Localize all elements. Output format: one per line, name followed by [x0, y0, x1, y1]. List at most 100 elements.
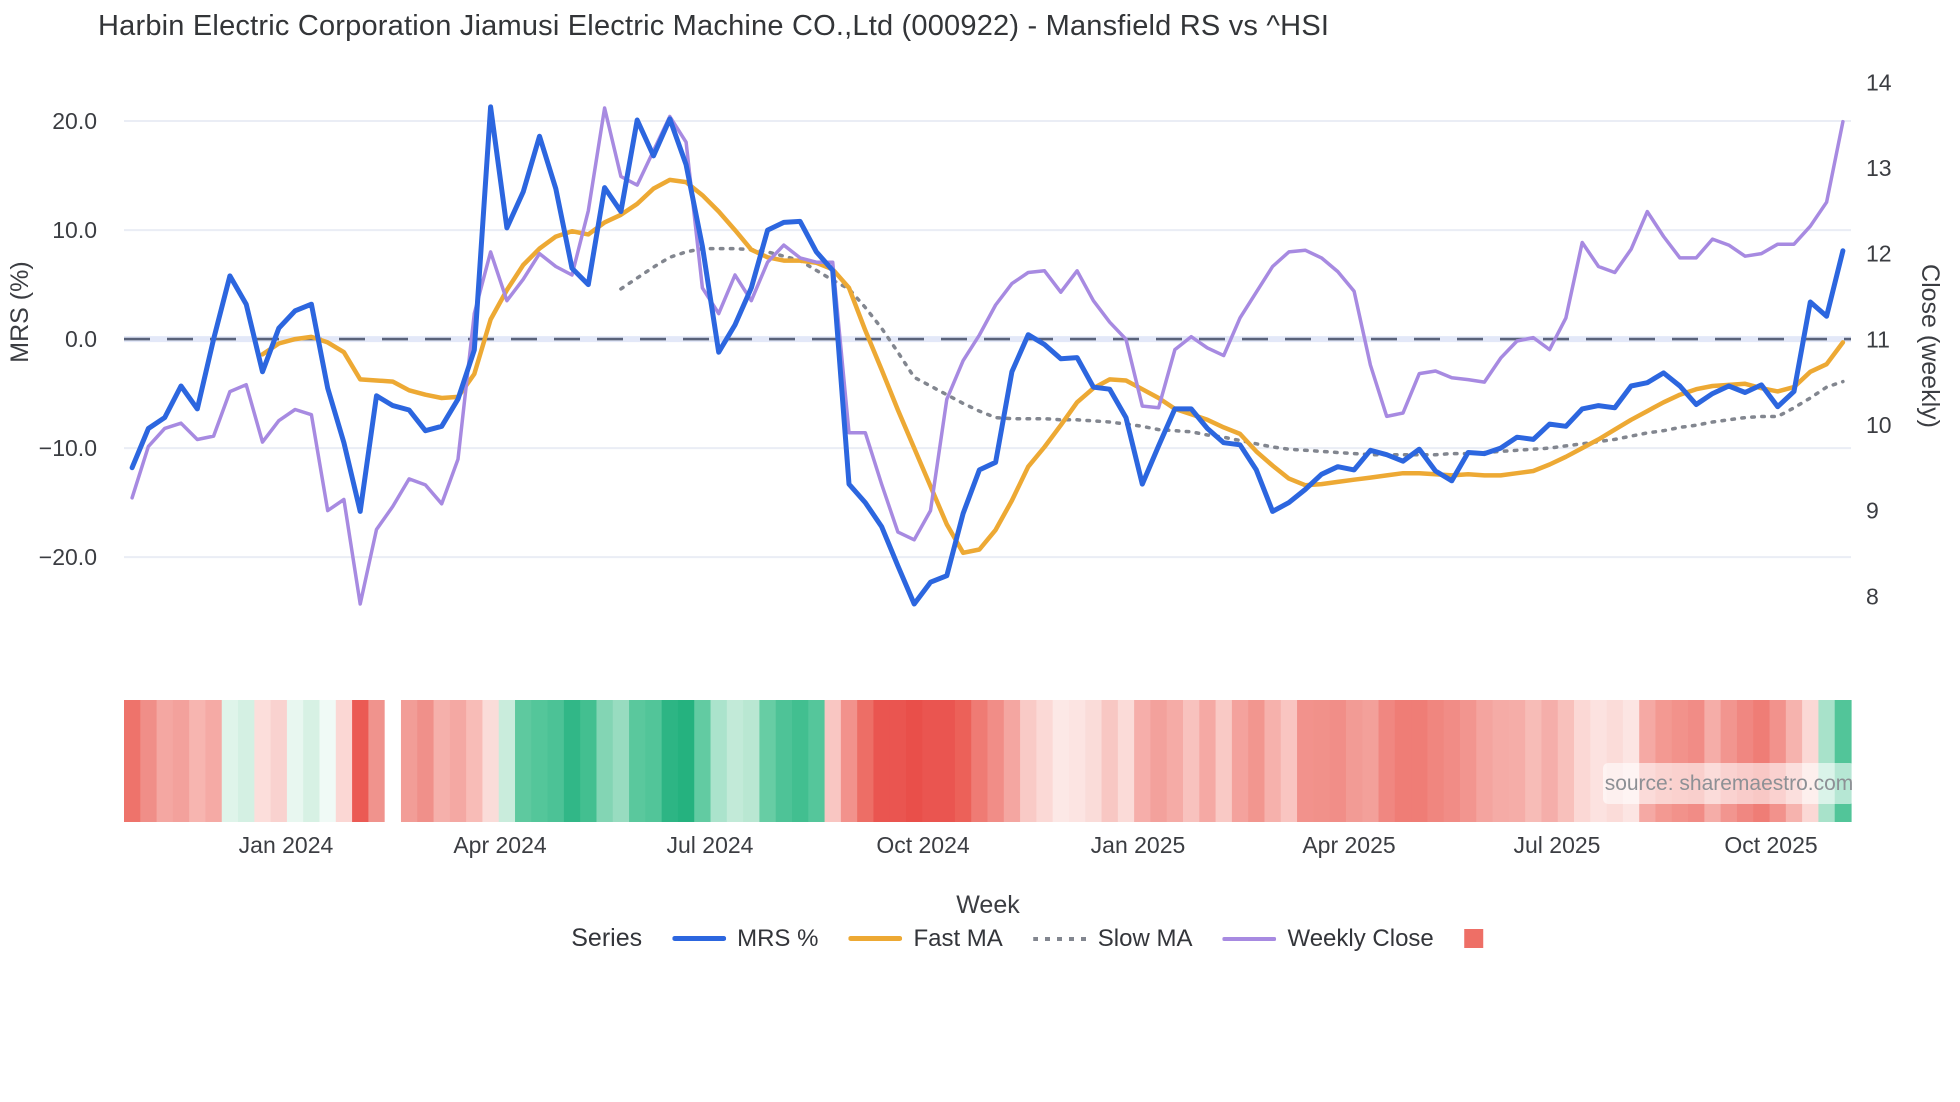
legend-item-label: Weekly Close — [1287, 924, 1434, 952]
heatmap-band — [971, 700, 989, 822]
weekly-close-line — [130, 106, 1845, 606]
heatmap-band — [466, 700, 484, 822]
heatmap-band — [661, 700, 679, 822]
heatmap-band — [433, 700, 451, 822]
heatmap-band — [286, 700, 304, 822]
legend-item-slow-ma[interactable]: Slow MA — [1032, 924, 1193, 953]
heatmap-band — [645, 700, 663, 822]
heatmap-band — [1052, 700, 1070, 822]
heatmap-band — [482, 700, 500, 822]
legend-item-fast-ma[interactable]: Fast MA — [848, 924, 1003, 953]
y-right-tick-label: 8 — [1866, 583, 1879, 609]
mrs-line-swatch-icon — [672, 936, 727, 941]
heatmap-band — [629, 700, 646, 822]
heatmap-band — [270, 700, 288, 822]
heatmap-band — [1280, 700, 1298, 822]
heatmap-band — [775, 700, 793, 822]
heatmap-swatch-icon — [1463, 929, 1483, 948]
heatmap-band — [759, 700, 777, 822]
legend-item-heatmap[interactable] — [1463, 929, 1483, 948]
heatmap-band — [303, 700, 321, 822]
heatmap-band — [140, 700, 158, 822]
heatmap-band — [449, 700, 467, 822]
heatmap-band — [205, 700, 223, 822]
heatmap-band — [156, 700, 174, 822]
chart-title: Harbin Electric Corporation Jiamusi Elec… — [98, 10, 1330, 42]
heatmap-band — [1362, 700, 1380, 822]
heatmap-band — [710, 700, 728, 822]
heatmap-band — [400, 700, 418, 822]
heatmap-band — [1574, 700, 1591, 822]
y-right-tick-label: 13 — [1866, 155, 1892, 181]
heatmap-band — [221, 700, 239, 822]
heatmap-band — [1508, 700, 1526, 822]
heatmap-band — [1492, 700, 1510, 822]
heatmap-band — [808, 700, 826, 822]
heatmap-band — [1003, 700, 1021, 822]
heatmap-band — [1134, 700, 1152, 822]
weekly-close-line-swatch-icon — [1222, 936, 1277, 941]
x-tick-label: Oct 2024 — [876, 832, 970, 858]
heatmap-band — [1231, 700, 1249, 822]
heatmap-band — [368, 700, 386, 822]
legend-item-mrs[interactable]: MRS % — [672, 925, 818, 953]
legend: Series MRS % Fast MA Slow MA Weekly Clos… — [571, 924, 1483, 953]
heatmap-band — [1411, 700, 1428, 822]
legend-item-label: Slow MA — [1097, 924, 1193, 952]
heatmap-band — [1248, 700, 1266, 822]
heatmap-band — [1476, 700, 1494, 822]
y-left-tick-label: 10.0 — [52, 217, 97, 243]
heatmap-band — [515, 700, 532, 822]
heatmap-band — [498, 700, 516, 822]
heatmap-band — [922, 700, 940, 822]
legend-item-label: MRS % — [737, 924, 819, 952]
heatmap-band — [1345, 700, 1363, 822]
heatmap-band — [857, 700, 875, 822]
heatmap-band — [889, 700, 907, 822]
heatmap-band — [1427, 700, 1445, 822]
heatmap-band — [1525, 700, 1543, 822]
heatmap-band — [580, 700, 598, 822]
heatmap-band — [417, 700, 435, 822]
heatmap-band — [254, 700, 272, 822]
heatmap-band — [124, 700, 141, 822]
heatmap-band — [1215, 700, 1233, 822]
y-right-tick-label: 11 — [1866, 326, 1890, 352]
y-right-tick-label: 10 — [1866, 412, 1892, 438]
x-tick-label: Jul 2025 — [1514, 832, 1601, 858]
heatmap-band — [547, 700, 565, 822]
heatmap-band — [677, 700, 695, 822]
heatmap-band — [1313, 700, 1331, 822]
heatmap-band — [954, 700, 972, 822]
y-left-tick-label: 0.0 — [65, 326, 97, 352]
slow-ma-line — [619, 246, 1845, 457]
heatmap-band — [1068, 700, 1086, 822]
fast-ma-line-swatch-icon — [848, 936, 903, 941]
heatmap-band — [1459, 700, 1477, 822]
heatmap-band — [1150, 700, 1168, 822]
y-axis-label-left: MRS (%) — [6, 261, 34, 363]
heatmap-band — [906, 700, 923, 822]
heatmap-band — [1199, 700, 1217, 822]
heatmap-band — [1378, 700, 1396, 822]
heatmap-band — [319, 700, 337, 822]
legend-item-label: Fast MA — [913, 924, 1003, 952]
heatmap-band — [1166, 700, 1184, 822]
y-right-tick-label: 12 — [1866, 241, 1892, 267]
heatmap-band — [1264, 700, 1282, 822]
heatmap-band — [1443, 700, 1461, 822]
x-tick-label: Jan 2024 — [239, 832, 334, 858]
legend-item-weekly-close[interactable]: Weekly Close — [1222, 924, 1434, 953]
mrs-line — [129, 104, 1846, 607]
heatmap-band — [873, 700, 891, 822]
y-left-tick-label: −10.0 — [39, 435, 97, 461]
legend-title: Series — [571, 924, 643, 952]
heatmap-band — [384, 700, 402, 822]
heatmap-band — [1394, 700, 1412, 822]
fast-ma-line — [260, 177, 1846, 556]
heatmap-band — [824, 700, 842, 822]
heatmap-band — [1085, 700, 1103, 822]
heatmap-band — [1541, 700, 1559, 822]
x-tick-label: Jul 2024 — [667, 832, 754, 858]
